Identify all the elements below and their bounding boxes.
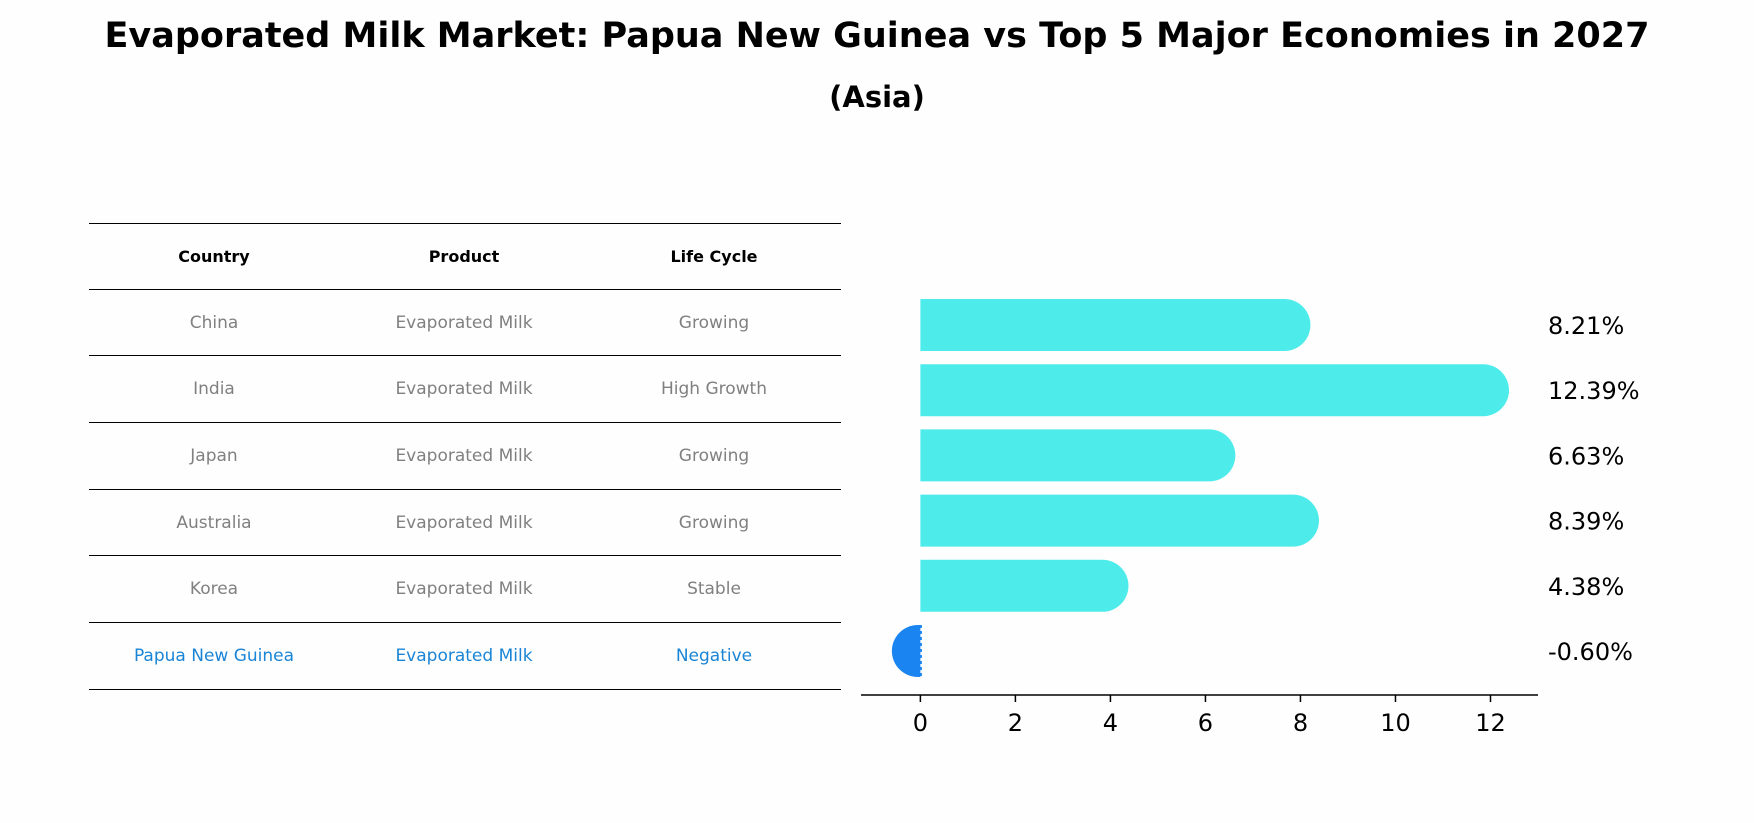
cell-life-cycle: Growing — [678, 445, 750, 466]
x-tick-label: 12 — [1475, 709, 1506, 737]
bar-china — [920, 299, 1311, 351]
data-label: 4.38% — [1548, 573, 1624, 601]
cell-country: India — [193, 379, 235, 400]
cell-country: China — [189, 312, 239, 333]
cell-life-cycle: Negative — [675, 645, 753, 666]
header-life-cycle: Life Cycle — [670, 246, 758, 266]
x-tick-label: 8 — [1293, 709, 1308, 737]
cell-life-cycle: High Growth — [660, 379, 767, 400]
cell-country: Australia — [176, 512, 252, 533]
table-row: Japan Evaporated Milk Growing — [89, 423, 841, 490]
table-row: Australia Evaporated Milk Growing — [89, 490, 841, 557]
cell-product: Evaporated Milk — [395, 579, 533, 600]
cell-product: Evaporated Milk — [395, 445, 533, 466]
cell-life-cycle: Stable — [687, 579, 741, 600]
x-tick-label: 0 — [913, 709, 928, 737]
x-tick-label: 6 — [1198, 709, 1213, 737]
cell-country: Korea — [189, 579, 239, 600]
data-label: 8.39% — [1548, 508, 1624, 536]
table-row-highlight: Papua New Guinea Evaporated Milk Negativ… — [89, 623, 841, 690]
cell-product: Evaporated Milk — [395, 379, 533, 400]
bar-japan — [920, 429, 1236, 482]
table-row: China Evaporated Milk Growing — [89, 290, 841, 357]
data-label: 12.39% — [1548, 377, 1640, 405]
chart-subtitle: (Asia) — [829, 80, 925, 114]
x-tick-label: 10 — [1380, 709, 1411, 737]
bar-korea — [920, 559, 1129, 612]
bar-australia — [920, 494, 1319, 547]
x-tick-label: 2 — [1008, 709, 1023, 737]
cell-life-cycle: Growing — [678, 312, 750, 333]
x-tick-label: 4 — [1103, 709, 1118, 737]
comparison-table: Country Product Life Cycle China Evapora… — [89, 223, 841, 690]
cell-product: Evaporated Milk — [395, 512, 533, 533]
cell-country: Papua New Guinea — [133, 645, 295, 666]
bar-india — [920, 364, 1510, 417]
data-label: -0.60% — [1548, 638, 1633, 666]
table-row: India Evaporated Milk High Growth — [89, 356, 841, 424]
bar-papua-new-guinea — [891, 625, 921, 677]
table-header-row: Country Product Life Cycle — [89, 223, 841, 290]
header-country: Country — [178, 246, 250, 266]
cell-life-cycle: Growing — [678, 512, 750, 533]
cell-product: Evaporated Milk — [395, 645, 533, 666]
cell-product: Evaporated Milk — [395, 312, 533, 333]
header-product: Product — [428, 246, 500, 266]
chart-title: Evaporated Milk Market: Papua New Guinea… — [104, 16, 1650, 56]
data-label: 6.63% — [1548, 442, 1624, 470]
cell-country: Japan — [190, 445, 238, 466]
table-row: Korea Evaporated Milk Stable — [89, 556, 841, 624]
data-label: 8.21% — [1548, 312, 1624, 340]
